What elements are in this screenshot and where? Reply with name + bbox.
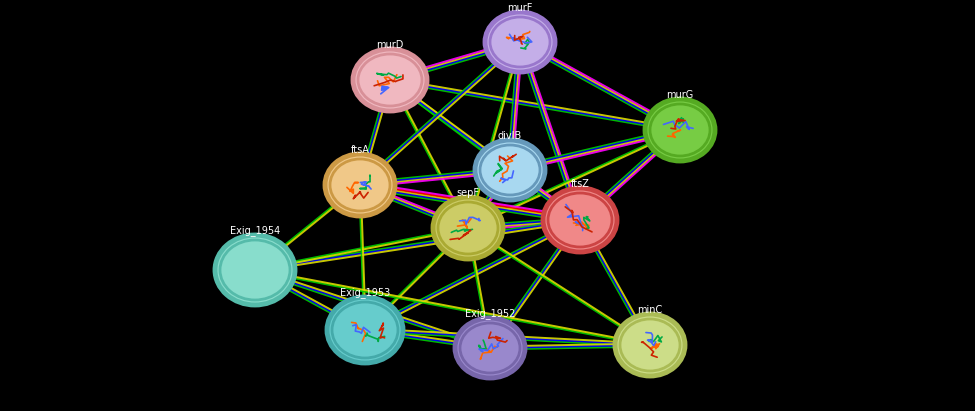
Text: murG: murG [666,90,693,100]
Ellipse shape [438,202,498,254]
Ellipse shape [215,235,295,305]
Ellipse shape [650,104,710,156]
Text: ftsA: ftsA [351,145,370,155]
Ellipse shape [327,297,403,363]
Ellipse shape [548,193,612,247]
Ellipse shape [330,159,390,211]
Text: Exig_1953: Exig_1953 [340,287,390,298]
Ellipse shape [460,323,520,373]
Ellipse shape [490,17,550,67]
Ellipse shape [615,314,685,376]
Ellipse shape [455,318,525,378]
Ellipse shape [325,154,395,216]
Text: murF: murF [507,3,532,13]
Text: ftsZ: ftsZ [570,179,590,189]
Text: minC: minC [638,305,663,315]
Ellipse shape [353,49,427,111]
Text: Exig_1954: Exig_1954 [230,225,280,236]
Text: divIB: divIB [498,131,523,141]
Ellipse shape [332,302,398,358]
Ellipse shape [485,12,555,72]
Ellipse shape [220,240,290,300]
Ellipse shape [358,54,422,106]
Ellipse shape [620,319,680,371]
Text: sepF: sepF [456,188,480,198]
Ellipse shape [543,188,617,252]
Ellipse shape [433,197,503,259]
Ellipse shape [645,99,715,161]
Ellipse shape [480,145,540,195]
Text: Exig_1952: Exig_1952 [465,308,515,319]
Text: murD: murD [376,40,404,50]
Ellipse shape [475,140,545,200]
